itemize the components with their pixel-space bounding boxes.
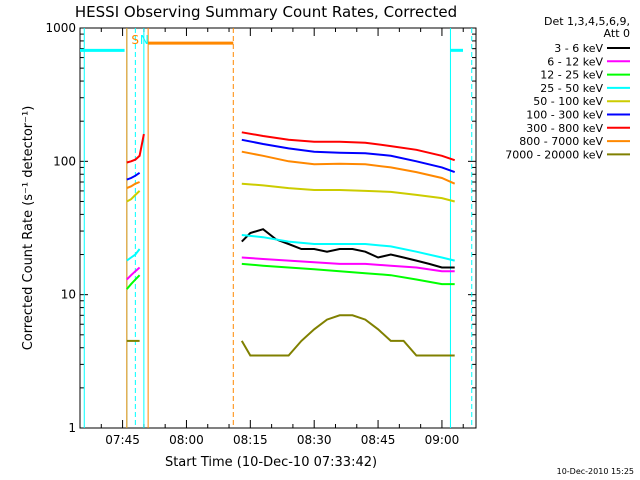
series-line-7 bbox=[126, 181, 140, 190]
flag-label-s: S bbox=[131, 33, 139, 47]
legend-entry-label: 12 - 25 keV bbox=[540, 69, 603, 82]
x-tick-label: 08:00 bbox=[169, 433, 204, 447]
legend-entry-label: 50 - 100 keV bbox=[533, 95, 603, 108]
x-tick-label: 08:30 bbox=[297, 433, 332, 447]
y-tick-label: 10 bbox=[61, 288, 76, 302]
series-line-2 bbox=[126, 274, 141, 290]
series-line-6 bbox=[241, 131, 456, 162]
legend-entry-label: 100 - 300 keV bbox=[526, 109, 603, 122]
series-line-8 bbox=[240, 314, 455, 357]
y-tick-label: 1 bbox=[68, 421, 76, 435]
series-line-3 bbox=[241, 234, 455, 262]
legend-entry-label: 300 - 800 keV bbox=[526, 122, 603, 135]
timestamp: 10-Dec-2010 15:25 bbox=[557, 467, 634, 476]
series-line-2 bbox=[241, 262, 455, 286]
x-axis-label: Start Time (10-Dec-10 07:33:42) bbox=[165, 455, 377, 470]
x-tick-label: 08:45 bbox=[361, 433, 396, 447]
flag-label-n: N bbox=[140, 33, 149, 47]
series-line-1 bbox=[126, 266, 141, 281]
chart-title: HESSI Observing Summary Count Rates, Cor… bbox=[75, 3, 457, 21]
series-line-0 bbox=[241, 228, 455, 269]
series-line-6 bbox=[126, 133, 145, 164]
series-line-5 bbox=[241, 138, 456, 174]
series-line-4 bbox=[126, 190, 141, 203]
series-line-5 bbox=[126, 171, 141, 181]
x-tick-label: 08:15 bbox=[233, 433, 268, 447]
series-line-7 bbox=[241, 150, 456, 185]
y-tick-label: 1000 bbox=[45, 21, 76, 35]
legend-entry-label: 800 - 7000 keV bbox=[519, 135, 603, 148]
series-line-4 bbox=[241, 182, 455, 203]
legend-entry-label: 7000 - 20000 keV bbox=[505, 148, 603, 161]
series-line-1 bbox=[241, 256, 455, 273]
legend-entry-label: 3 - 6 keV bbox=[554, 42, 603, 55]
x-tick-label: 09:00 bbox=[425, 433, 460, 447]
legend-entry-label: 25 - 50 keV bbox=[540, 82, 603, 95]
legend-header-detectors: Det 1,3,4,5,6,9, bbox=[544, 15, 630, 28]
plot-frame bbox=[79, 27, 477, 429]
legend-entry-label: 6 - 12 keV bbox=[547, 55, 603, 68]
x-tick-label: 07:45 bbox=[105, 433, 140, 447]
legend-header-attenuator: Att 0 bbox=[604, 27, 630, 40]
y-axis-label: Corrected Count Rate (s⁻¹ detector⁻¹) bbox=[21, 106, 36, 351]
y-tick-label: 100 bbox=[53, 154, 76, 168]
series-line-3 bbox=[126, 248, 141, 262]
